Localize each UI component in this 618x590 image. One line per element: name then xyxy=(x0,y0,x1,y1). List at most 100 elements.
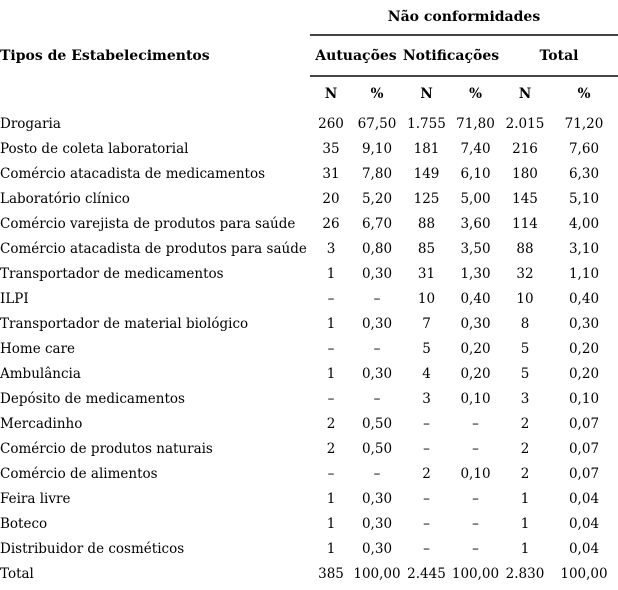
table-row: Comércio atacadista de produtos para saú… xyxy=(0,237,618,262)
cell-n-notificacoes: – xyxy=(423,515,430,532)
cell-pct-notificacoes: 5,00 xyxy=(460,190,491,207)
cell-pct-notificacoes: 0,10 xyxy=(460,465,491,482)
cell-n-notificacoes: 85 xyxy=(417,240,436,257)
row-group-header: Tipos de Estabelecimentos xyxy=(0,48,210,64)
cell-pct-autuacoes: – xyxy=(373,290,381,307)
cell-n-total: 5 xyxy=(520,340,530,357)
table-row: Mercadinho 2 0,50 – – 2 0,07 xyxy=(0,412,618,437)
cell-n-notificacoes: – xyxy=(423,490,430,507)
cell-pct-autuacoes: 0,50 xyxy=(361,440,393,457)
cell-pct-total: 0,07 xyxy=(568,440,600,457)
cell-pct-autuacoes: 7,80 xyxy=(361,165,393,182)
cell-pct-autuacoes: – xyxy=(373,390,381,407)
cell-n-autuacoes: 35 xyxy=(322,140,340,157)
cell-n-notificacoes: 31 xyxy=(417,265,436,282)
cell-pct-notificacoes: 1,30 xyxy=(460,265,491,282)
cell-n-total: 88 xyxy=(516,240,534,257)
cell-pct-total: 0,20 xyxy=(568,340,600,357)
table-row: Feira livre 1 0,30 – – 1 0,04 xyxy=(0,487,618,512)
cell-n-notificacoes: – xyxy=(423,415,430,432)
row-label: Laboratório clínico xyxy=(0,190,130,207)
cell-pct-notificacoes: 0,20 xyxy=(460,340,491,357)
table-row: Comércio atacadista de medicamentos 31 7… xyxy=(0,162,618,187)
row-label: Transportador de material biológico xyxy=(0,315,249,332)
cell-n-notificacoes: 2.445 xyxy=(407,565,446,582)
cell-pct-total: 5,10 xyxy=(568,190,600,207)
subheader-pct-autuacoes: % xyxy=(370,85,384,102)
cell-n-notificacoes: 149 xyxy=(413,165,440,182)
cell-n-notificacoes: 10 xyxy=(417,290,436,307)
cell-pct-autuacoes: 0,80 xyxy=(361,240,393,257)
cell-pct-total: 100,00 xyxy=(560,565,608,582)
cell-pct-autuacoes: – xyxy=(373,340,381,357)
cell-n-total: 145 xyxy=(512,190,538,207)
cell-n-total: 114 xyxy=(512,215,538,232)
subheader-n-autuacoes: N xyxy=(324,85,338,102)
cell-pct-total: 0,04 xyxy=(568,515,600,532)
row-label: ILPI xyxy=(0,290,29,307)
table-row: Transportador de medicamentos 1 0,30 31 … xyxy=(0,262,618,287)
cell-pct-autuacoes: 5,20 xyxy=(361,190,393,207)
cell-n-autuacoes: 1 xyxy=(326,315,336,332)
row-label: Distribuidor de cosméticos xyxy=(0,540,185,557)
cell-n-autuacoes: 2 xyxy=(326,415,336,432)
row-label: Mercadinho xyxy=(0,415,83,432)
cell-n-notificacoes: 125 xyxy=(413,190,440,207)
cell-pct-total: 0,10 xyxy=(568,390,600,407)
group-header-total: Total xyxy=(500,35,618,77)
table-row: Comércio de alimentos – – 2 0,10 2 0,07 xyxy=(0,462,618,487)
cell-n-notificacoes: 7 xyxy=(422,315,431,332)
row-label: Home care xyxy=(0,340,76,357)
cell-pct-notificacoes: – xyxy=(472,515,479,532)
cell-n-notificacoes: 4 xyxy=(422,365,431,382)
cell-pct-notificacoes: 71,80 xyxy=(456,115,495,132)
cell-n-total: 3 xyxy=(520,390,530,407)
cell-pct-notificacoes: 100,00 xyxy=(451,565,500,582)
cell-pct-autuacoes: 0,30 xyxy=(361,315,393,332)
cell-pct-total: 0,40 xyxy=(568,290,600,307)
subheader-row: N % N % N % xyxy=(0,76,618,112)
cell-n-total: 2 xyxy=(520,415,530,432)
cell-pct-total: 0,20 xyxy=(568,365,600,382)
cell-pct-notificacoes: – xyxy=(472,415,479,432)
table-title-row: Tipos de Estabelecimentos Não conformida… xyxy=(0,0,618,63)
subheader-n-total: N xyxy=(518,85,532,102)
cell-pct-autuacoes: 0,30 xyxy=(361,515,393,532)
cell-n-notificacoes: 181 xyxy=(413,140,440,157)
row-label: Depósito de medicamentos xyxy=(0,390,185,407)
cell-n-total: 216 xyxy=(512,140,538,157)
table-row: Home care – – 5 0,20 5 0,20 xyxy=(0,337,618,362)
table-row: Laboratório clínico 20 5,20 125 5,00 145… xyxy=(0,187,618,212)
row-label: Comércio atacadista de medicamentos xyxy=(0,165,266,182)
table-row: Drogaria 260 67,50 1.755 71,80 2.015 71,… xyxy=(0,112,618,137)
cell-n-total: 32 xyxy=(516,265,534,282)
cell-pct-total: 0,04 xyxy=(568,490,600,507)
row-label: Comércio varejista de produtos para saúd… xyxy=(0,215,296,232)
cell-n-total: 5 xyxy=(520,365,530,382)
cell-n-autuacoes: – xyxy=(327,465,335,482)
cell-pct-autuacoes: – xyxy=(373,465,381,482)
cell-n-total: 8 xyxy=(520,315,530,332)
cell-n-total: 1 xyxy=(520,490,530,507)
table-row: Comércio de produtos naturais 2 0,50 – –… xyxy=(0,437,618,462)
table-row: Comércio varejista de produtos para saúd… xyxy=(0,212,618,237)
cell-n-autuacoes: 2 xyxy=(326,440,336,457)
table-row: Transportador de material biológico 1 0,… xyxy=(0,312,618,337)
cell-n-total: 2 xyxy=(520,465,530,482)
cell-pct-total: 4,00 xyxy=(568,215,600,232)
cell-pct-total: 0,30 xyxy=(568,315,600,332)
cell-pct-total: 0,07 xyxy=(568,415,600,432)
cell-n-notificacoes: – xyxy=(423,440,430,457)
table-row: Ambulância 1 0,30 4 0,20 5 0,20 xyxy=(0,362,618,387)
cell-pct-autuacoes: 0,30 xyxy=(361,265,393,282)
cell-n-notificacoes: 2 xyxy=(422,465,431,482)
cell-n-autuacoes: 1 xyxy=(326,365,336,382)
cell-pct-total: 0,04 xyxy=(568,540,600,557)
column-group-row: Autuações Notificações Total xyxy=(0,35,618,77)
subheader-pct-notificacoes: % xyxy=(469,85,482,102)
cell-pct-autuacoes: 100,00 xyxy=(353,565,401,582)
cell-n-autuacoes: 1 xyxy=(326,515,336,532)
cell-pct-notificacoes: 6,10 xyxy=(460,165,491,182)
cell-n-autuacoes: – xyxy=(327,390,335,407)
